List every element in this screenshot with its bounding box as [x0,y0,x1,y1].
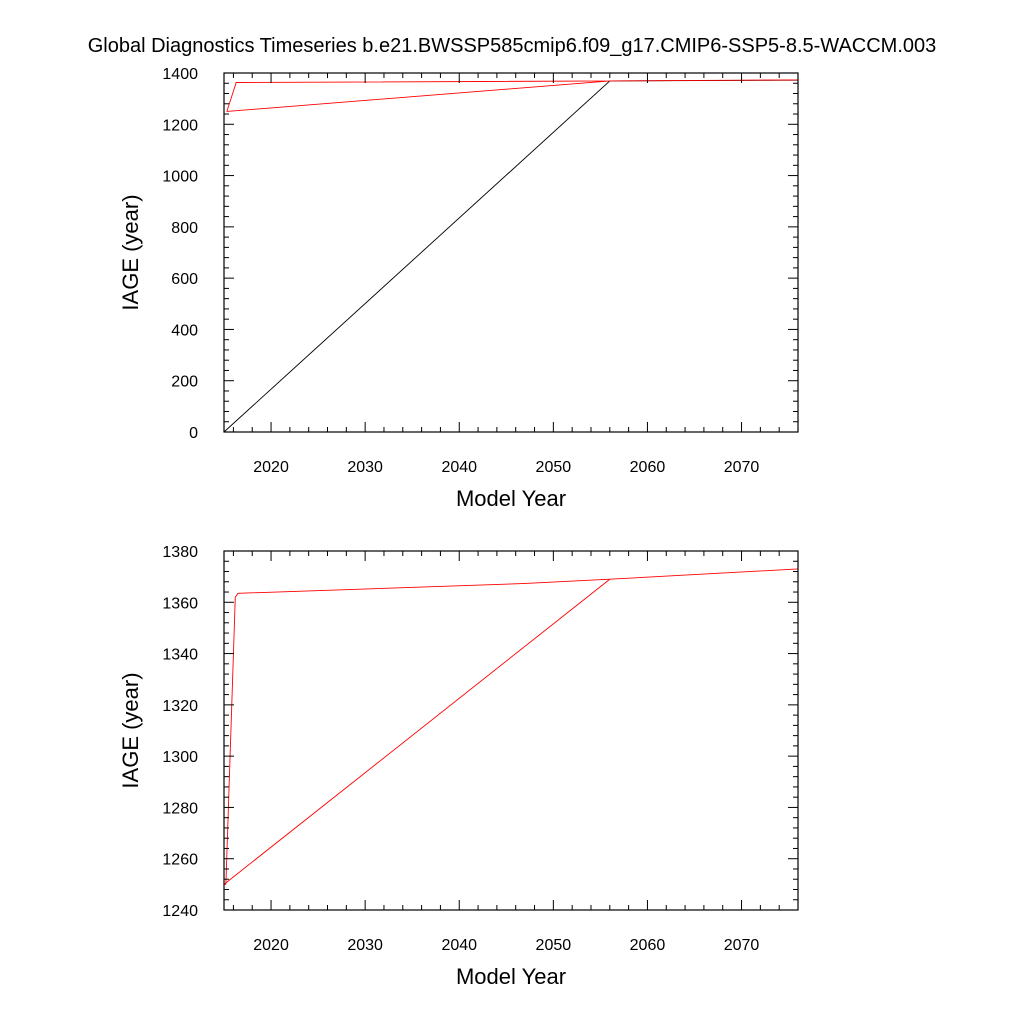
chart1-y-tick-label: 1200 [162,117,198,134]
chart2-y-tick-label: 1240 [162,903,198,920]
chart1-x-axis-title: Model Year [456,486,566,511]
chart2-y-tick-label: 1300 [162,749,198,766]
chart1-y-tick-label: 800 [171,220,198,237]
chart1-y-tick-label: 1400 [162,66,198,83]
chart2-series-1-line [224,568,799,885]
chart2-x-tick-label: 2030 [347,937,383,954]
chart2-x-tick-label: 2060 [630,937,666,954]
chart1-series-1-line [223,79,799,433]
chart2-y-tick-label: 1380 [162,544,198,561]
chart1-x-tick-label: 2020 [253,459,289,476]
chart1-x-tick-label: 2040 [441,459,477,476]
chart2-x-tick-label: 2020 [253,937,289,954]
chart1-y-tick-label: 600 [171,271,198,288]
chart1-series-2-line [226,79,799,112]
chart2-y-tick-label: 1260 [162,852,198,869]
chart2-x-tick-label: 2040 [441,937,477,954]
chart1-y-tick-label: 400 [171,322,198,339]
chart2-y-axis-title: IAGE (year) [118,672,143,788]
chart1-y-tick-label: 200 [171,374,198,391]
chart1-plot-frame [223,72,799,433]
chart1-x-tick-label: 2030 [347,459,383,476]
chart2-x-tick-label: 2070 [724,937,760,954]
chart2-y-tick-label: 1280 [162,800,198,817]
chart2-y-tick-label: 1360 [162,595,198,612]
chart2-x-tick-label: 2050 [536,937,572,954]
chart1-x-tick-label: 2060 [630,459,666,476]
chart1-x-tick-label: 2050 [536,459,572,476]
chart2-x-axis-title: Model Year [456,964,566,989]
page-title: Global Diagnostics Timeseries b.e21.BWSS… [87,35,937,57]
chart2-y-tick-label: 1340 [162,647,198,664]
chart1-y-tick-label: 1000 [162,169,198,186]
chart1-y-tick-label: 0 [189,425,198,442]
chart1-x-tick-label: 2070 [724,459,760,476]
chart2-y-tick-label: 1320 [162,698,198,715]
chart2-series-2-line [223,578,611,885]
chart2-plot-frame [223,550,799,911]
chart1-y-axis-title: IAGE (year) [118,194,143,310]
